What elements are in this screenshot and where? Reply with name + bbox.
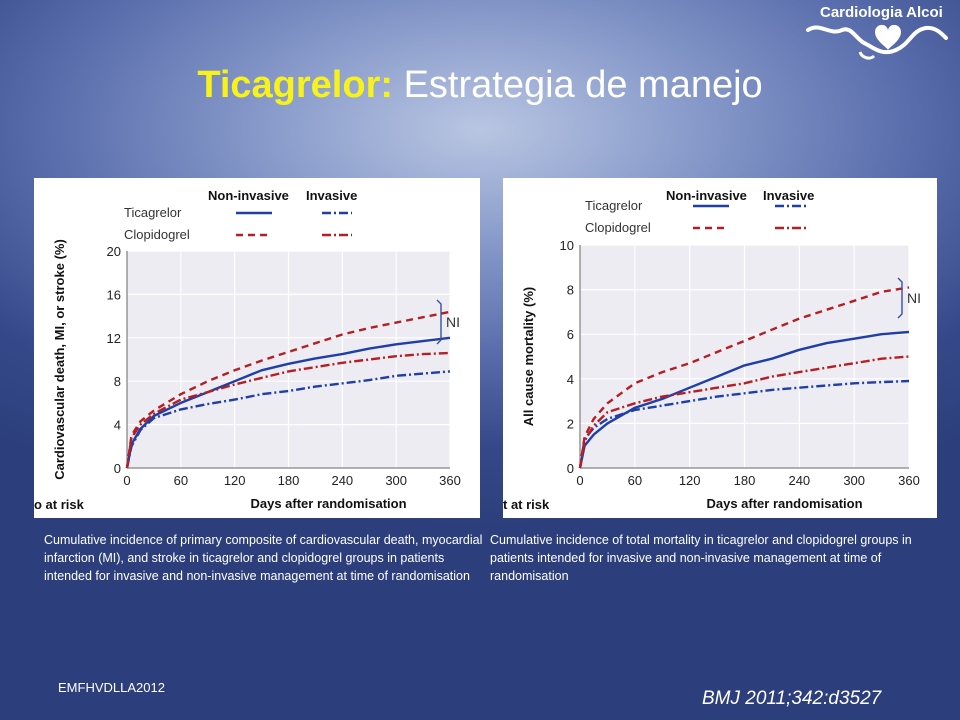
logo-text: Cardiologia Alcoi xyxy=(820,4,943,21)
slide-title: Ticagrelor: Estrategia de manejo xyxy=(0,64,960,107)
x-axis-label: Days after randomisation xyxy=(706,496,862,511)
ni-bracket xyxy=(897,277,903,319)
y-tick-label: 8 xyxy=(567,283,574,298)
x-tick-label: 240 xyxy=(331,473,353,488)
legend-header: Non-invasive xyxy=(208,188,289,203)
y-axis-label: All cause mortality (%) xyxy=(521,287,536,426)
series-line-ticagrelor-invasive xyxy=(125,370,451,469)
y-tick-label: 8 xyxy=(114,374,121,389)
series-line-clopidogrel-invasive xyxy=(578,355,910,469)
x-tick-label: 0 xyxy=(123,473,130,488)
y-tick-label: 0 xyxy=(567,461,574,476)
x-tick-label: 120 xyxy=(224,473,246,488)
reference-citation: BMJ 2011;342:d3527 xyxy=(702,688,882,709)
y-tick-label: 12 xyxy=(107,331,121,346)
caption-composite: Cumulative incidence of primary composit… xyxy=(44,533,483,583)
at-risk-label: o at risk xyxy=(34,497,85,512)
series-line-ticagrelor-non-invasive xyxy=(578,330,910,469)
ni-annotation: NI xyxy=(446,314,460,330)
title-rest: Estrategia de manejo xyxy=(403,64,763,106)
y-tick-label: 16 xyxy=(107,287,121,302)
cardiologia-alcoi-logo xyxy=(806,24,948,60)
chart-composite-endpoint: 0 4 8 12 16 20 0 60 120 180 240 300 360 Non-invasive I… xyxy=(34,188,461,512)
legend-label: Ticagrelor xyxy=(124,205,182,220)
y-tick-label: 2 xyxy=(567,416,574,431)
y-tick-label: 6 xyxy=(567,327,574,342)
legend-header: Invasive xyxy=(763,188,814,203)
chart-panel-mortality: 0 2 4 6 8 10 0 60 120 180 240 300 360 Non-invasive Inv… xyxy=(503,178,937,518)
series-line-clopidogrel-non-invasive xyxy=(578,286,910,469)
y-axis-label: Cardiovascular death, MI, or stroke (%) xyxy=(52,239,67,480)
caption-mortality: Cumulative incidence of total mortality … xyxy=(490,533,912,583)
series-line-ticagrelor-invasive xyxy=(578,379,910,469)
y-tick-label: 0 xyxy=(114,461,121,476)
chart-all-cause-mortality: 0 2 4 6 8 10 0 60 120 180 240 300 360 Non-invasive Inv… xyxy=(503,188,921,512)
y-tick-label: 4 xyxy=(567,372,574,387)
legend-label: Clopidogrel xyxy=(585,220,651,235)
y-tick-label: 4 xyxy=(114,418,121,433)
x-tick-label: 300 xyxy=(385,473,407,488)
chart-panel-composite: 0 4 8 12 16 20 0 60 120 180 240 300 360 Non-invasive I… xyxy=(34,178,480,518)
x-tick-label: 120 xyxy=(679,473,701,488)
series-line-clopidogrel-invasive xyxy=(125,351,451,469)
x-tick-label: 360 xyxy=(439,473,461,488)
x-tick-label: 60 xyxy=(174,473,188,488)
title-highlight: Ticagrelor: xyxy=(197,64,394,106)
x-axis-label: Days after randomisation xyxy=(250,496,406,511)
legend-label: Ticagrelor xyxy=(585,198,643,213)
x-tick-label: 0 xyxy=(576,473,583,488)
at-risk-label: t at risk xyxy=(503,497,550,512)
legend-header: Invasive xyxy=(306,188,357,203)
footer-code: EMFHVDLLA2012 xyxy=(58,680,165,695)
y-tick-label: 10 xyxy=(560,238,574,253)
x-tick-label: 240 xyxy=(788,473,810,488)
legend-label: Clopidogrel xyxy=(124,227,190,242)
series-line-clopidogrel-non-invasive xyxy=(125,310,451,469)
x-tick-label: 360 xyxy=(898,473,920,488)
x-tick-label: 300 xyxy=(843,473,865,488)
ni-bracket xyxy=(436,299,442,345)
x-tick-label: 180 xyxy=(734,473,756,488)
y-tick-label: 20 xyxy=(107,244,121,259)
x-tick-label: 60 xyxy=(628,473,642,488)
x-tick-label: 180 xyxy=(278,473,300,488)
ni-annotation: NI xyxy=(907,290,921,306)
legend-header: Non-invasive xyxy=(666,188,747,203)
